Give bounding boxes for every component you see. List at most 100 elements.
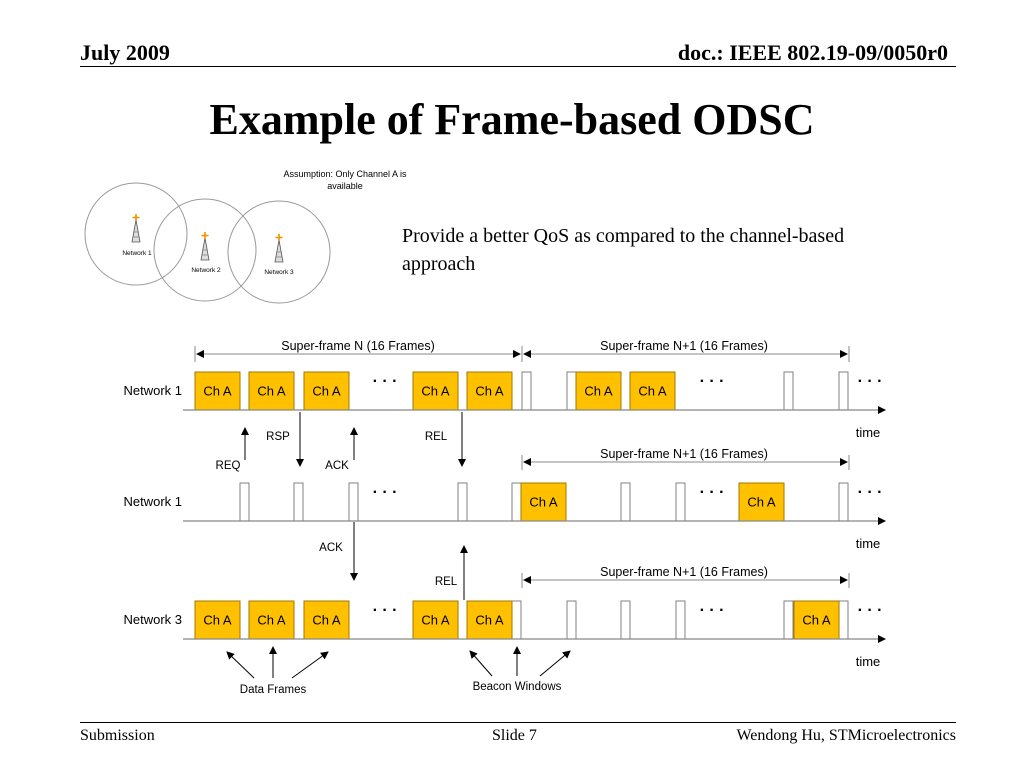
beacon-window [348, 482, 359, 522]
time-axis-label: time [856, 425, 881, 440]
time-axis-label: time [856, 654, 881, 669]
data-frame-label: Ch A [257, 384, 286, 399]
timeline-network-label: Network 3 [123, 612, 182, 627]
time-axis-label: time [856, 536, 881, 551]
beacon-window [620, 482, 631, 522]
superframe-n-label: Super-frame N (16 Frames) [281, 339, 435, 353]
beacon-window [838, 371, 849, 411]
data-frame-label: Ch A [312, 613, 341, 628]
data-frame-label: Ch A [257, 613, 286, 628]
data-frame-pointer [226, 651, 255, 679]
beacon-windows-label: Beacon Windows [473, 681, 562, 693]
beacon-pointer [539, 650, 571, 677]
ellipsis: · · · [858, 373, 883, 390]
data-frame-pointer [291, 651, 329, 679]
rel-label: REL [435, 576, 458, 588]
data-frame [303, 371, 350, 411]
data-frame [412, 600, 459, 640]
map-label-network-1: Network 1 [122, 250, 152, 257]
data-frame-label: Ch A [421, 613, 450, 628]
ellipsis: · · · [700, 602, 725, 619]
beacon-window [566, 600, 577, 640]
footer-submission: Submission [80, 727, 155, 744]
beacon-window [511, 600, 522, 640]
data-frame-label: Ch A [638, 384, 667, 399]
data-frame-label: Ch A [529, 495, 558, 510]
timelines: Network 1 Ch A Ch A Ch A · · · Ch A Ch A Ch A Ch… [123, 371, 886, 669]
network-map: Network 1 Network 2 Network 3 [84, 182, 331, 304]
data-frame [629, 371, 676, 411]
ellipsis: · · · [858, 602, 883, 619]
beacon-window [293, 482, 304, 522]
data-frame-label: Ch A [203, 613, 232, 628]
beacon-window [620, 600, 631, 640]
footer-slide-number: Slide 7 [492, 727, 537, 744]
header-rule [80, 66, 956, 67]
data-frame-label: Ch A [747, 495, 776, 510]
tower-icon [131, 214, 141, 243]
data-frame [520, 482, 567, 522]
data-frame-label: Ch A [312, 384, 341, 399]
coverage-circle-network-2 [153, 198, 257, 302]
req-label: REQ [216, 460, 241, 472]
ellipsis: · · · [700, 373, 725, 390]
rsp-label: RSP [266, 431, 290, 443]
map-label-network-2: Network 2 [191, 267, 221, 274]
footer-author: Wendong Hu, STMicroelectronics [736, 727, 956, 744]
beacon-window [783, 371, 794, 411]
beacon-window [838, 482, 849, 522]
rel-label: REL [425, 431, 448, 443]
beacon-window [783, 600, 794, 640]
coverage-circle-network-3 [227, 200, 331, 304]
ellipsis: · · · [373, 373, 398, 390]
data-frame [194, 600, 241, 640]
footer-rule [80, 722, 956, 723]
header-date: July 2009 [80, 40, 170, 65]
superframe-dimensions: Super-frame N (16 Frames) Super-frame N+… [194, 339, 850, 588]
data-frame [466, 371, 513, 411]
data-frame-label: Ch A [475, 384, 504, 399]
data-frame-label: Ch A [584, 384, 613, 399]
beacon-window [511, 482, 522, 522]
superframe-n1-label: Super-frame N+1 (16 Frames) [600, 339, 768, 353]
timeline-network-label: Network 1 [123, 383, 182, 398]
data-frame-label: Ch A [203, 384, 232, 399]
assumption-note: Assumption: Only Channel A is available [283, 169, 407, 191]
data-frame [738, 482, 785, 522]
data-frames-label: Data Frames [240, 684, 307, 696]
timeline-network-label: Network 1 [123, 494, 182, 509]
map-label-network-3: Network 3 [264, 269, 294, 276]
beacon-window [457, 482, 468, 522]
coverage-circle-network-1 [84, 182, 188, 286]
data-frame [248, 371, 295, 411]
data-frame [575, 371, 622, 411]
beacon-window [239, 482, 250, 522]
data-frame [793, 600, 840, 640]
signalling: REQ RSP ACK REL ACK REL [216, 412, 468, 600]
tower-icon [274, 234, 284, 263]
data-frame-label: Ch A [802, 613, 831, 628]
tower-icon [200, 232, 210, 261]
bullet-text: Provide a better QoS as compared to the … [402, 225, 845, 275]
beacon-window [675, 482, 686, 522]
beacon-window [566, 371, 577, 411]
beacon-window [675, 600, 686, 640]
beacon-window [838, 600, 849, 640]
data-frame [466, 600, 513, 640]
data-frame-label: Ch A [421, 384, 450, 399]
ellipsis: · · · [373, 484, 398, 501]
header-doc-id: doc.: IEEE 802.19-09/0050r0 [677, 40, 948, 65]
ack-label: ACK [325, 460, 349, 472]
ellipsis: · · · [700, 484, 725, 501]
ellipsis: · · · [373, 602, 398, 619]
ellipsis: · · · [858, 484, 883, 501]
beacon-pointer [469, 650, 493, 677]
data-frame-label: Ch A [475, 613, 504, 628]
data-frame [248, 600, 295, 640]
superframe-n1-label: Super-frame N+1 (16 Frames) [600, 447, 768, 461]
data-frame [194, 371, 241, 411]
annotations: Data Frames Beacon Windows [226, 646, 571, 696]
beacon-window [521, 371, 532, 411]
superframe-n1-label: Super-frame N+1 (16 Frames) [600, 565, 768, 579]
